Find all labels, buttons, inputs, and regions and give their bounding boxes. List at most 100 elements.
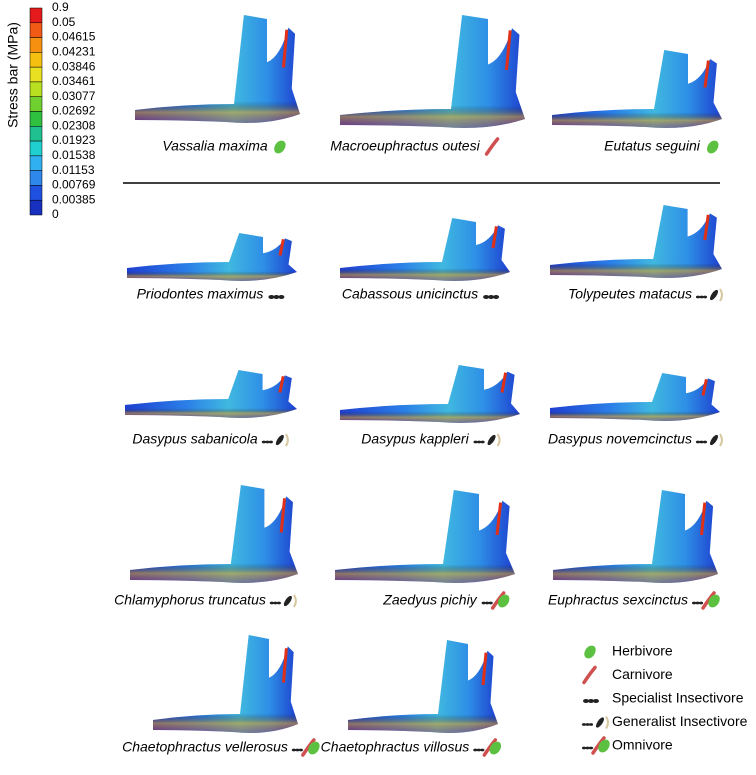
species-name: Tolypeutes matacus bbox=[568, 286, 692, 302]
beetle-icon bbox=[595, 717, 605, 728]
condyle-stress bbox=[282, 29, 289, 68]
worm-icon bbox=[719, 433, 723, 447]
condyle-stress bbox=[279, 498, 287, 533]
diet-icon bbox=[691, 591, 720, 610]
ant-icon bbox=[476, 440, 482, 444]
species-name: Vassalia maxima bbox=[162, 138, 268, 154]
leaf-icon bbox=[708, 594, 720, 608]
jaw-stress bbox=[127, 233, 297, 281]
colorbar-swatch bbox=[29, 185, 43, 201]
carnivore-icon bbox=[490, 591, 506, 610]
colorbar-label: 0.00385 bbox=[52, 192, 96, 206]
worm-icon bbox=[285, 433, 289, 447]
ant-icon bbox=[702, 295, 708, 299]
diet-icon bbox=[261, 433, 289, 447]
species-name: Dasypus kappleri bbox=[361, 431, 469, 447]
worm-icon bbox=[719, 288, 723, 302]
colorbar-label: 0 bbox=[52, 207, 59, 221]
colorbar-label: 0.02308 bbox=[52, 118, 96, 132]
condyle-stress bbox=[703, 214, 710, 241]
ant-icon bbox=[268, 440, 273, 444]
ant-icon bbox=[488, 601, 493, 605]
condyle-stress bbox=[495, 502, 503, 536]
condyle-stress bbox=[282, 648, 288, 683]
colorbar-swatch bbox=[29, 66, 43, 83]
condyle-stress bbox=[491, 226, 498, 249]
ant-icon bbox=[585, 723, 590, 726]
colorbar-swatch bbox=[29, 126, 43, 142]
ant-icon bbox=[695, 601, 700, 605]
ant-icon bbox=[278, 295, 285, 299]
jaw-stress bbox=[340, 365, 520, 423]
diet-icon bbox=[473, 433, 501, 447]
leaf-icon bbox=[274, 140, 286, 154]
ant-icon bbox=[295, 748, 300, 752]
ant-icon bbox=[588, 699, 594, 703]
diet-icon bbox=[695, 433, 723, 447]
ant-icon bbox=[273, 601, 278, 605]
ant-icon bbox=[480, 440, 485, 444]
leaf-icon bbox=[584, 645, 596, 659]
worm-icon bbox=[293, 594, 297, 608]
ant-icon bbox=[273, 295, 280, 299]
legend-label: Generalist Insectivore bbox=[612, 713, 748, 729]
ant-icon bbox=[268, 295, 275, 299]
condyle-stress bbox=[703, 60, 710, 88]
colorbar-label: 0.01538 bbox=[52, 148, 96, 162]
colorbar-swatch bbox=[29, 140, 43, 157]
ant-icon bbox=[695, 295, 701, 299]
jaw-stress bbox=[135, 15, 300, 123]
colorbar-label: 0.9 bbox=[52, 0, 69, 14]
species-name: Priodontes maximus bbox=[137, 286, 264, 302]
colorbar-label: 0.02692 bbox=[52, 104, 96, 118]
leaf-icon bbox=[489, 741, 502, 755]
jaw-stress bbox=[550, 373, 720, 421]
diet-icon bbox=[473, 738, 502, 757]
colorbar-label: 0.01153 bbox=[52, 163, 95, 177]
species-name: Eutatus seguini bbox=[604, 138, 701, 154]
legend-label: Carnivore bbox=[612, 666, 673, 682]
carnivore-icon bbox=[591, 736, 606, 755]
colorbar-swatch bbox=[29, 155, 43, 171]
leaf-icon bbox=[598, 739, 610, 753]
species-name: Chaetophractus vellerosus bbox=[122, 739, 288, 755]
jaw-stress bbox=[130, 485, 298, 583]
ant-icon bbox=[291, 748, 296, 752]
diet-icon bbox=[583, 699, 599, 703]
ant-icon bbox=[485, 601, 490, 605]
ant-icon bbox=[698, 601, 704, 605]
condyle-stress bbox=[278, 375, 285, 393]
diet-icon bbox=[268, 295, 285, 299]
worm-icon bbox=[605, 715, 609, 730]
condyle-stress bbox=[500, 372, 508, 393]
species-name: Macroeuphractus outesi bbox=[330, 138, 480, 154]
legend-label: Herbivore bbox=[612, 643, 673, 659]
ant-icon bbox=[269, 601, 274, 605]
carnivore-icon bbox=[484, 137, 500, 156]
legend-label: Omnivore bbox=[612, 737, 673, 753]
colorbar-label: 0.03461 bbox=[52, 74, 96, 88]
colorbar-swatch bbox=[29, 111, 43, 127]
species-name: Chlamyphorus truncatus bbox=[114, 592, 266, 608]
species-name: Euphractus sexcinctus bbox=[548, 592, 688, 608]
ant-icon bbox=[261, 440, 266, 444]
beetle-icon bbox=[283, 595, 292, 607]
jaw-stress bbox=[550, 205, 722, 278]
ant-icon bbox=[493, 295, 500, 299]
beetle-icon bbox=[487, 434, 496, 446]
diet-icon bbox=[695, 288, 723, 302]
diet-icon bbox=[707, 140, 719, 154]
colorbar-label: 0.04615 bbox=[52, 30, 96, 44]
condyle-stress bbox=[700, 502, 707, 536]
colorbar-label: 0.01923 bbox=[52, 133, 96, 147]
ant-icon bbox=[695, 440, 701, 444]
ant-icon bbox=[702, 440, 708, 444]
diet-icon bbox=[582, 665, 597, 685]
ant-icon bbox=[581, 746, 587, 750]
colorbar-swatch bbox=[29, 96, 43, 112]
diet-icon bbox=[291, 738, 320, 757]
colorbar-label: 0.00769 bbox=[52, 178, 96, 192]
ant-icon bbox=[298, 748, 303, 752]
colorbar-title: Stress bar (MPa) bbox=[5, 22, 21, 128]
diet-icon bbox=[584, 645, 596, 659]
